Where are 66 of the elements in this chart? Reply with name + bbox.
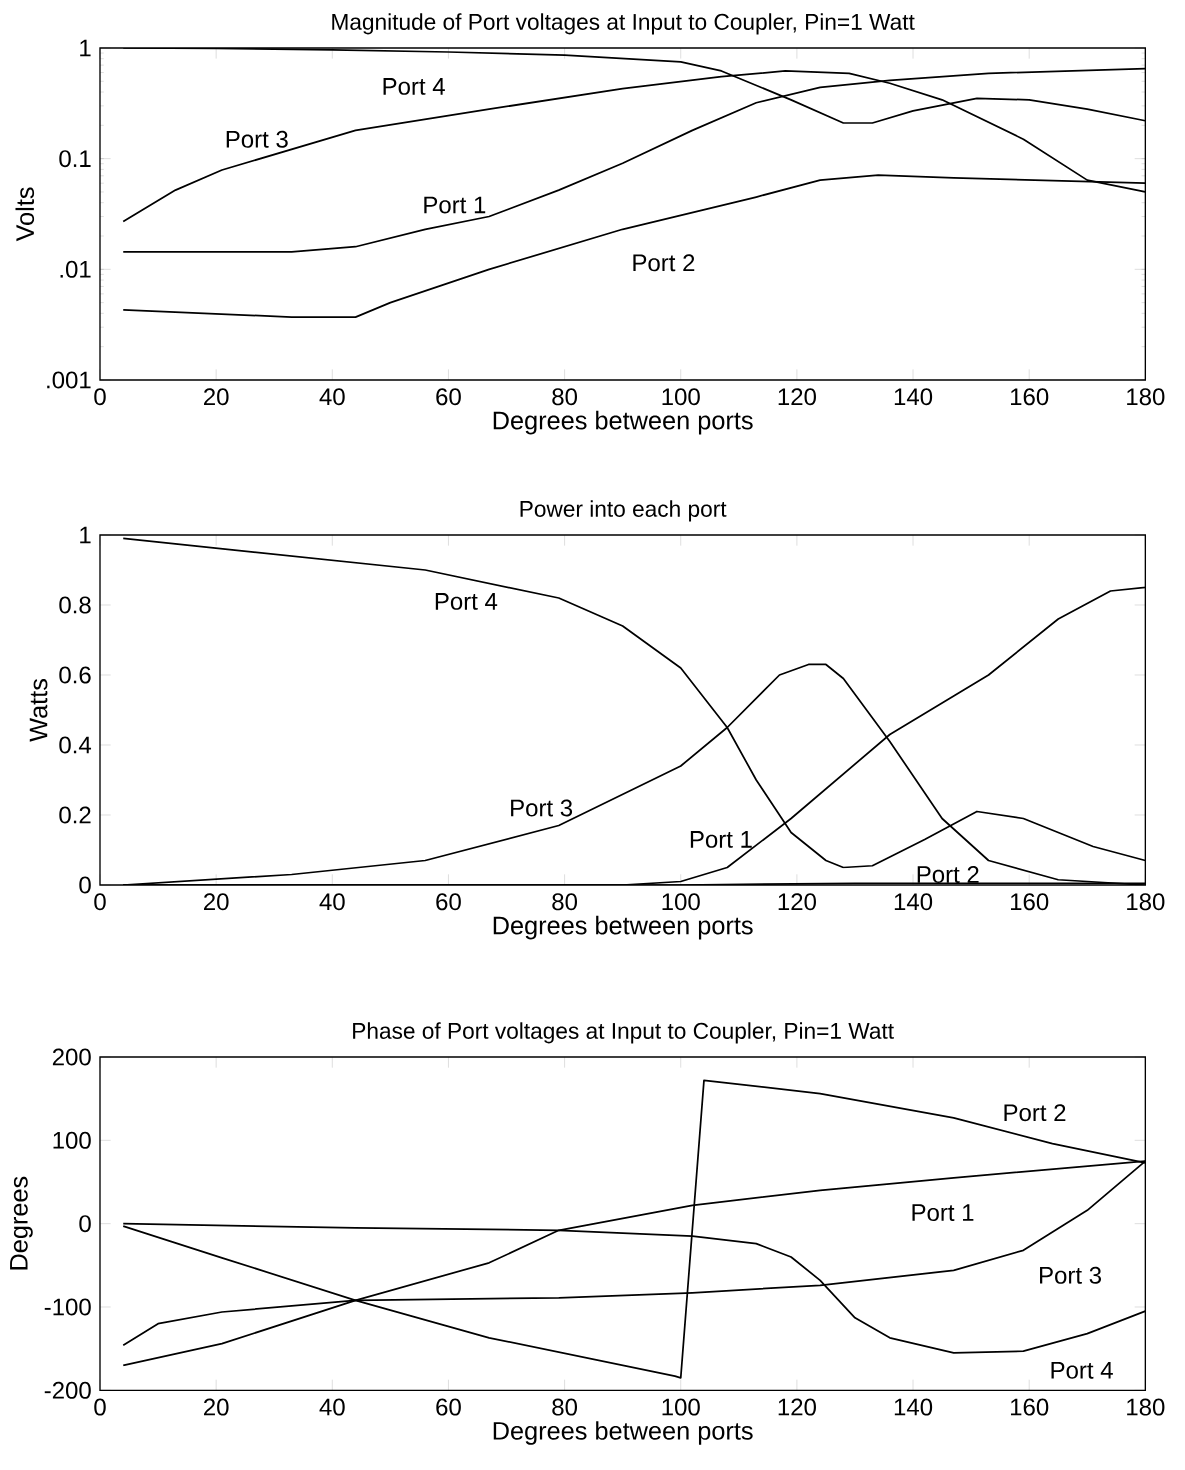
series-label: Port 4 bbox=[383, 78, 445, 95]
y-tick-label: -200 bbox=[44, 1381, 91, 1399]
series-label: Port 1 bbox=[690, 831, 752, 848]
x-tick-label: 160 bbox=[1010, 893, 1049, 911]
x-tick-label: 60 bbox=[436, 388, 461, 406]
x-tick-label: 40 bbox=[319, 388, 345, 406]
x-tick-label: 80 bbox=[552, 388, 578, 406]
series-label: Port 2 bbox=[917, 865, 979, 883]
y-tick-label: .01 bbox=[60, 260, 91, 278]
y-axis-title: Watts bbox=[29, 678, 48, 742]
chart-title: Magnitude of Port voltages at Input to Coupler, Pin=1 Watt bbox=[332, 13, 915, 35]
x-tick-label: 140 bbox=[894, 388, 933, 406]
x-tick-label: 100 bbox=[662, 1398, 700, 1416]
x-tick-label: 160 bbox=[1010, 1398, 1049, 1416]
x-tick-label: 140 bbox=[894, 893, 933, 911]
x-tick-label: 180 bbox=[1127, 1398, 1165, 1416]
y-tick-label: 200 bbox=[52, 1048, 91, 1066]
series-label: Port 3 bbox=[511, 799, 573, 817]
x-tick-label: 60 bbox=[436, 893, 461, 911]
x-tick-label: 80 bbox=[552, 1398, 578, 1416]
x-tick-label: 100 bbox=[662, 893, 700, 911]
y-tick-label: 1 bbox=[80, 526, 91, 544]
x-tick-label: 80 bbox=[552, 893, 578, 911]
x-tick-label: 40 bbox=[319, 1398, 345, 1416]
x-tick-label: 100 bbox=[662, 388, 700, 406]
x-tick-label: 120 bbox=[778, 388, 816, 406]
x-tick-label: 140 bbox=[894, 1398, 933, 1416]
y-axis-title: Volts bbox=[15, 187, 35, 242]
y-tick-label: .001 bbox=[47, 371, 91, 389]
series-label: Port 4 bbox=[435, 593, 498, 610]
y-tick-label: 100 bbox=[53, 1131, 91, 1149]
series-label: Port 1 bbox=[912, 1204, 974, 1222]
y-tick-label: 0.1 bbox=[59, 150, 91, 168]
x-tick-label: 40 bbox=[319, 893, 345, 911]
x-tick-label: 20 bbox=[204, 388, 229, 406]
x-tick-label: 120 bbox=[778, 893, 816, 911]
x-axis-title: Degrees between ports bbox=[493, 410, 753, 435]
x-tick-label: 180 bbox=[1127, 893, 1165, 911]
x-tick-label: 120 bbox=[778, 1398, 816, 1416]
y-tick-label: 0.8 bbox=[59, 596, 91, 614]
y-tick-label: 0 bbox=[79, 876, 91, 894]
y-axis-title: Degrees bbox=[10, 1176, 33, 1270]
x-tick-label: 0 bbox=[94, 1398, 106, 1416]
x-tick-label: 180 bbox=[1127, 388, 1165, 406]
series-label: Port 2 bbox=[1004, 1104, 1066, 1122]
y-tick-label: 0.6 bbox=[59, 666, 91, 684]
x-tick-label: 0 bbox=[94, 893, 106, 911]
chart-title: Phase of Port voltages at Input to Coupler, Pin=1 Watt bbox=[353, 1022, 894, 1044]
y-tick-label: 0 bbox=[79, 1215, 91, 1233]
x-axis-title: Degrees between ports bbox=[493, 1421, 753, 1445]
x-tick-label: 20 bbox=[204, 1398, 229, 1416]
series-label: Port 1 bbox=[424, 196, 486, 214]
y-tick-label: 0.4 bbox=[59, 736, 92, 754]
y-tick-label: 0.2 bbox=[59, 806, 91, 824]
x-axis-title: Degrees between ports bbox=[493, 915, 753, 940]
y-tick-label: 1 bbox=[80, 39, 91, 57]
x-tick-label: 160 bbox=[1010, 388, 1049, 406]
series-label: Port 4 bbox=[1051, 1361, 1113, 1379]
series-label: Port 3 bbox=[226, 130, 288, 148]
series-label: Port 3 bbox=[1040, 1266, 1102, 1284]
x-tick-label: 60 bbox=[436, 1398, 461, 1416]
x-tick-label: 0 bbox=[94, 388, 106, 406]
chart-title: Power into each port bbox=[520, 500, 727, 522]
y-tick-label: -100 bbox=[44, 1298, 91, 1316]
x-tick-label: 20 bbox=[204, 893, 229, 911]
series-label: Port 2 bbox=[633, 254, 695, 272]
